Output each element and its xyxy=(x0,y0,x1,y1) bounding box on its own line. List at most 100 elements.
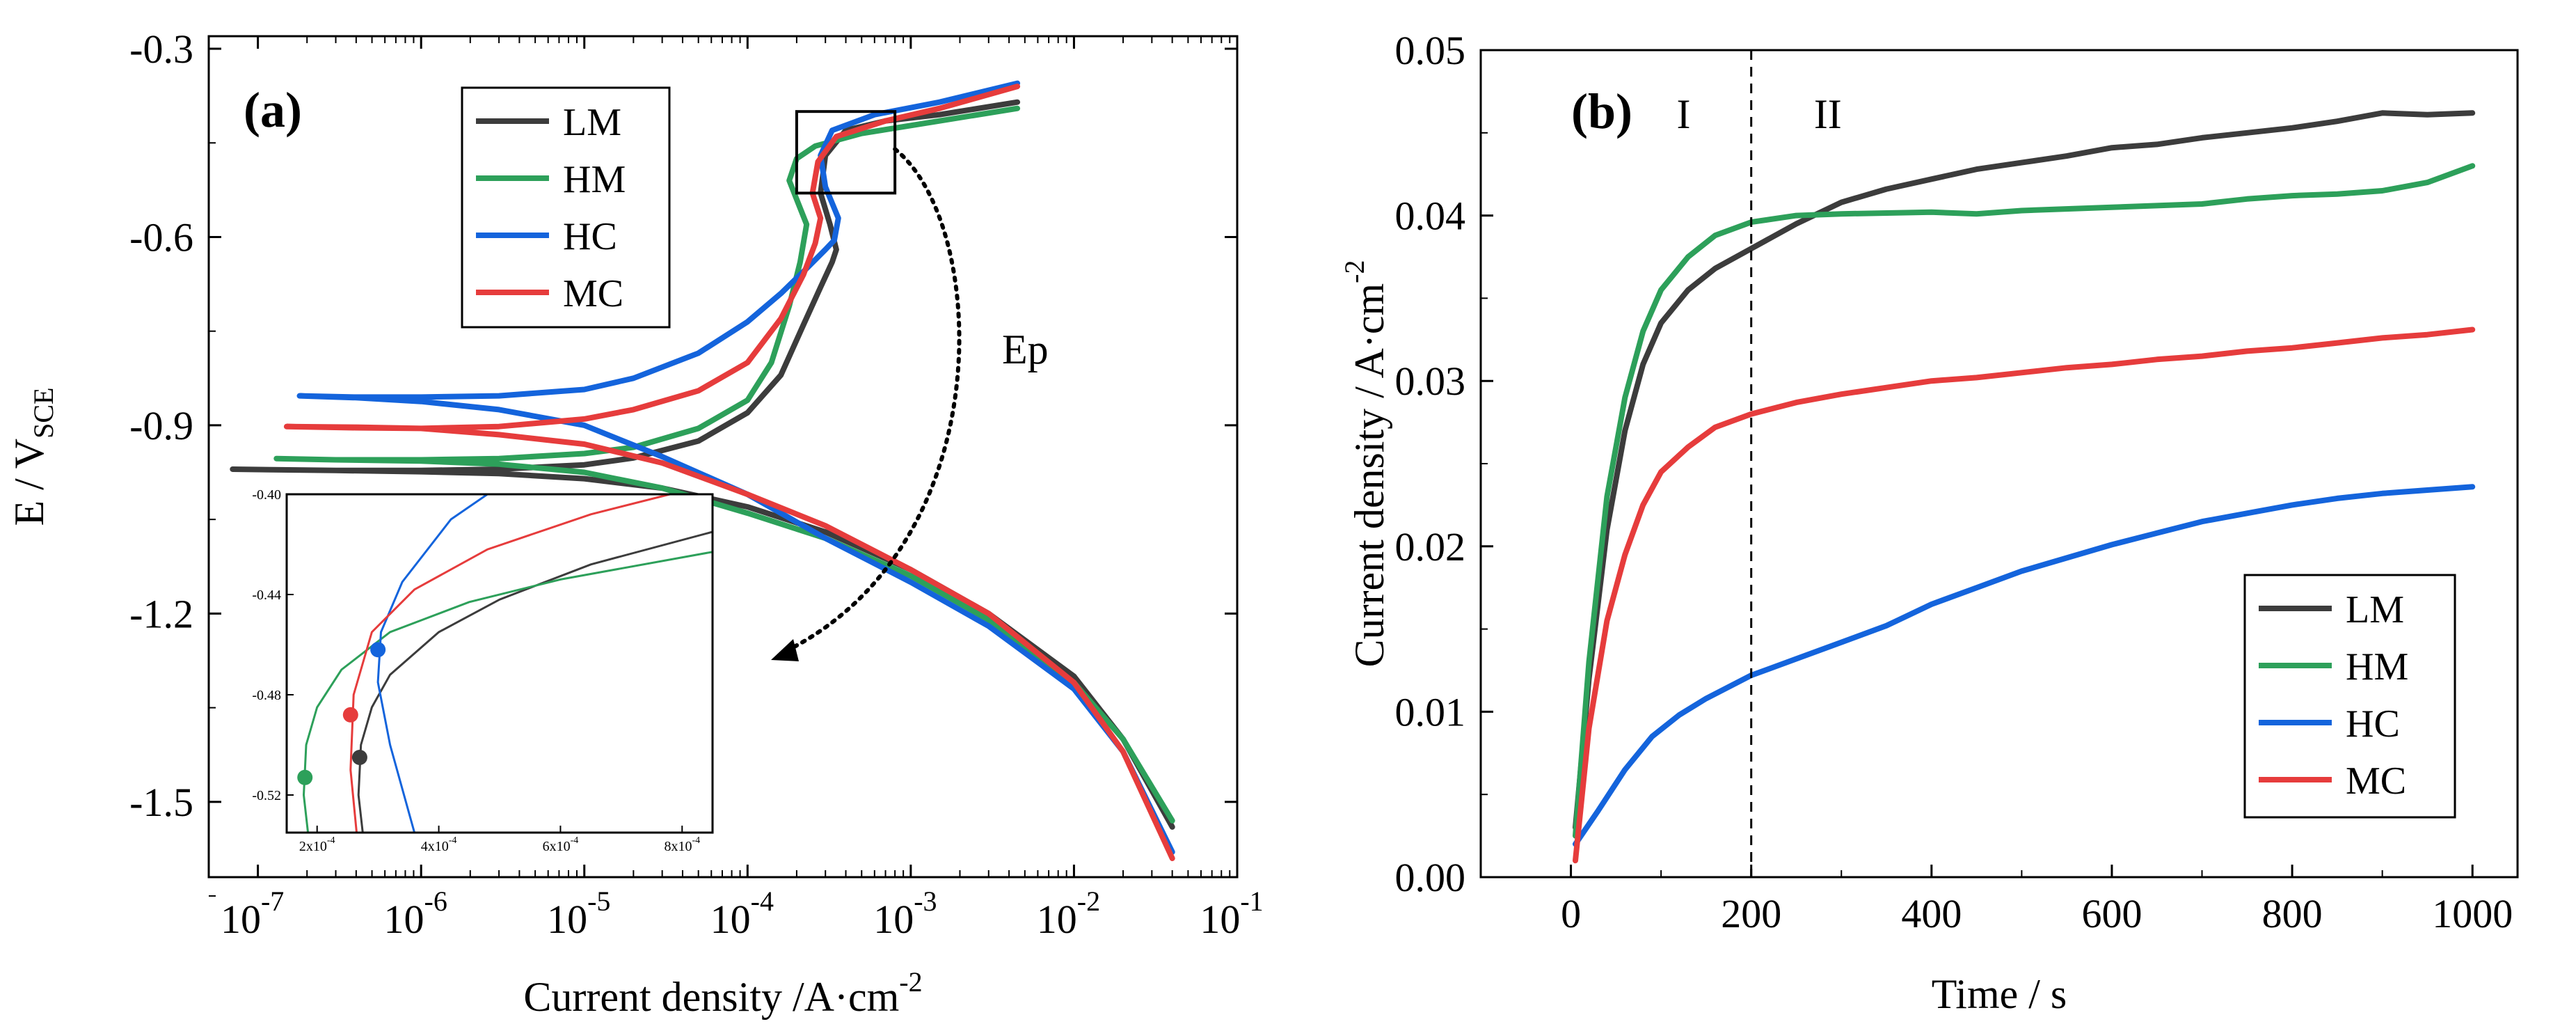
panel-b-region-label-stage-2: II xyxy=(1814,91,1842,137)
panel-a-legend-label-hm: HM xyxy=(563,158,626,201)
panel-a-inset-x-tick-label: 4x10-4 xyxy=(421,835,457,854)
panel-a-inset-x-tick-label-base: 4x10 xyxy=(421,839,449,854)
panel-b-x-axis-title: Time / s xyxy=(1932,971,2067,1017)
panel-a-legend: LM HM HC MC xyxy=(461,86,671,329)
panel-a-ep-arrow-path xyxy=(784,147,962,653)
panel-b-region-label-stage-1: I xyxy=(1677,91,1691,137)
panel-a-ticks: 10-7 10-6 10-5 10-4 10-3 10-2 10-1-0.3-0.6-0.9… xyxy=(129,26,1263,942)
panel-a-series-hc xyxy=(296,80,1175,855)
panel-a-y-tick-label: -0.6 xyxy=(129,214,193,260)
panel-a-x-tick-label-exponent: -2 xyxy=(1077,886,1100,917)
panel-b-label: (b) xyxy=(1571,84,1632,139)
panel-a-curves xyxy=(230,80,1175,861)
panel-a-inset-y-tick-label: -0.52 xyxy=(252,788,281,803)
panel-a-inset-ep-marker-lm xyxy=(351,750,367,765)
panel-b-y-tick-label: 0.03 xyxy=(1395,359,1466,404)
panel-a-ep-annotation: Ep xyxy=(1002,326,1049,372)
panel-a-y-axis-title-text: E / V xyxy=(6,439,52,526)
panel-b-series-hc xyxy=(1573,484,2476,847)
panel-a-inset-x-tick-label: 8x10-4 xyxy=(664,835,700,854)
panel-a-y-tick-label: -0.9 xyxy=(129,403,193,448)
panel-b-y-axis-title: Current density / A·cm-2 xyxy=(1339,260,1392,668)
panel-a-inset-series-mc xyxy=(349,494,671,833)
panel-a-legend-label-mc: MC xyxy=(563,272,623,315)
panel-a-y-tick-label: -0.3 xyxy=(129,26,193,72)
panel-a-x-tick-label: 10-6 xyxy=(384,886,447,942)
panel-a-x-tick-label: 10-1 xyxy=(1200,886,1263,942)
panel-a-inset-y-tick-label: -0.40 xyxy=(252,487,281,503)
panel-a-ep-arrow-head xyxy=(771,639,799,661)
panel-b-y-tick-label: 0.04 xyxy=(1395,194,1466,239)
panel-b-y-tick-label: 0.02 xyxy=(1395,524,1466,569)
panel-a-inset-ep-marker-mc xyxy=(342,707,358,723)
panel-b-x-tick-label: 200 xyxy=(1721,891,1781,936)
panel-a-inset-series-lm xyxy=(357,530,713,833)
panel-a-y-tick-label: -1.5 xyxy=(129,780,193,825)
panel-b-y-axis-title-exponent: -2 xyxy=(1339,260,1370,283)
panel-a-inset-x-tick-label-exponent: -4 xyxy=(571,835,579,846)
panel-a-x-tick-label: 10-5 xyxy=(547,886,610,942)
panel-b-current-time-chart: 0 200 400 600 800 1000 0.00 0.01 0.02 0.03 0.04 0.0… xyxy=(1339,28,2519,1017)
panel-b-y-axis-title-text: Current density / A·cm xyxy=(1346,283,1392,668)
panel-a-inset-ep-marker-hm xyxy=(297,769,313,785)
panel-a-legend-label-hc: HC xyxy=(563,215,617,258)
panel-a-inset-x-tick-label-exponent: -4 xyxy=(692,835,700,846)
panel-a-y-tick-label: -1.2 xyxy=(129,591,193,636)
panel-a-x-tick-label: 10-3 xyxy=(873,886,937,942)
panel-a-x-axis-title-exponent: -2 xyxy=(899,966,922,998)
panel-b-legend-box xyxy=(2243,574,2456,819)
panel-a-y-axis-title: E / VSCE xyxy=(6,388,59,526)
panel-a-inset-frame xyxy=(285,493,714,834)
panel-a-inset-x-tick-label-exponent: -4 xyxy=(449,835,457,846)
panel-a-legend-label-lm: LM xyxy=(563,101,621,144)
panel-a-x-tick-label-base: 10 xyxy=(710,897,751,942)
panel-a-inset-x-tick-label-base: 6x10 xyxy=(543,839,571,854)
panel-a-inset-y-tick-label: -0.48 xyxy=(252,688,281,703)
panel-a-ep-arrow xyxy=(771,147,962,661)
panel-a-zoom-box xyxy=(795,110,897,195)
panel-a-x-tick-label-exponent: -7 xyxy=(261,886,284,917)
panel-b-x-tick-label: 400 xyxy=(1901,891,1962,936)
panel-a-x-tick-label-exponent: -1 xyxy=(1240,886,1263,917)
panel-a-series-mc xyxy=(283,84,1175,861)
panel-b-series-hm xyxy=(1573,163,2476,839)
panel-a-x-axis-title: Current density /A·cm-2 xyxy=(523,966,922,1020)
panel-a-x-tick-label-base: 10 xyxy=(547,897,587,942)
panel-a-x-tick-label-exponent: -3 xyxy=(914,886,937,917)
panel-a-x-tick-label: 10-4 xyxy=(710,886,774,942)
panel-a-inset-series-hc xyxy=(376,494,488,833)
panel-a-legend-box xyxy=(461,86,671,329)
panel-b-series-lm xyxy=(1573,110,2476,831)
panel-b-legend-label-hc: HC xyxy=(2346,702,2400,746)
panel-b-y-tick-label: 0.05 xyxy=(1395,28,1466,73)
panel-a-inset-x-tick-label-exponent: -4 xyxy=(327,835,335,846)
panel-a-inset-x-tick-label: 6x10-4 xyxy=(543,835,579,854)
panel-b-y-tick-label: 0.00 xyxy=(1395,855,1466,900)
panel-b-legend-label-mc: MC xyxy=(2346,760,2406,803)
panel-a-x-tick-label-exponent: -4 xyxy=(751,886,774,917)
panel-a-plot-frame xyxy=(207,35,1239,879)
panel-a-polarization-chart: 10-7 10-6 10-5 10-4 10-3 10-2 10-1-0.3-0.6-0.9… xyxy=(6,26,1264,1020)
panel-b-legend-label-lm: LM xyxy=(2346,588,2404,631)
panel-b-series-mc xyxy=(1573,326,2476,864)
panel-a-x-axis-title-text: Current density /A·cm xyxy=(523,974,899,1020)
panel-a-inset-x-tick-label-base: 2x10 xyxy=(299,839,327,854)
panel-b-curves xyxy=(1573,110,2476,864)
panel-b-y-tick-label: 0.01 xyxy=(1395,689,1466,734)
panel-a-zoom-rectangle xyxy=(795,110,897,195)
panel-b-x-tick-label: 0 xyxy=(1561,891,1581,936)
panel-a-x-tick-label-exponent: -5 xyxy=(587,886,610,917)
panel-a-x-tick-label-base: 10 xyxy=(1200,897,1240,942)
panel-a-label: (a) xyxy=(244,82,302,138)
panel-a-x-tick-label-exponent: -6 xyxy=(424,886,447,917)
panel-b-legend: LM HM HC MC xyxy=(2243,574,2456,819)
panel-a-x-tick-label-base: 10 xyxy=(873,897,914,942)
panel-a-inset-ep-marker-hc xyxy=(370,642,386,658)
panel-a-x-tick-label: 10-2 xyxy=(1037,886,1100,942)
panel-a-y-axis-title-subscript: SCE xyxy=(28,388,59,439)
panel-b-x-tick-label: 1000 xyxy=(2432,891,2513,936)
panel-a-x-tick-label-base: 10 xyxy=(1037,897,1077,942)
panel-b-x-tick-label: 800 xyxy=(2262,891,2323,936)
panel-a-inset-x-tick-label-base: 8x10 xyxy=(664,839,692,854)
